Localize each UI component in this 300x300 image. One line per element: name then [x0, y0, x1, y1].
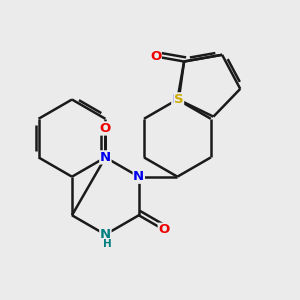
Text: S: S [174, 93, 184, 106]
Text: O: O [100, 122, 111, 135]
Text: O: O [158, 223, 169, 236]
Text: N: N [133, 170, 144, 183]
Text: O: O [150, 50, 161, 63]
Text: N: N [172, 93, 183, 106]
Text: N: N [100, 228, 111, 241]
Text: H: H [103, 239, 111, 249]
Text: N: N [100, 151, 111, 164]
